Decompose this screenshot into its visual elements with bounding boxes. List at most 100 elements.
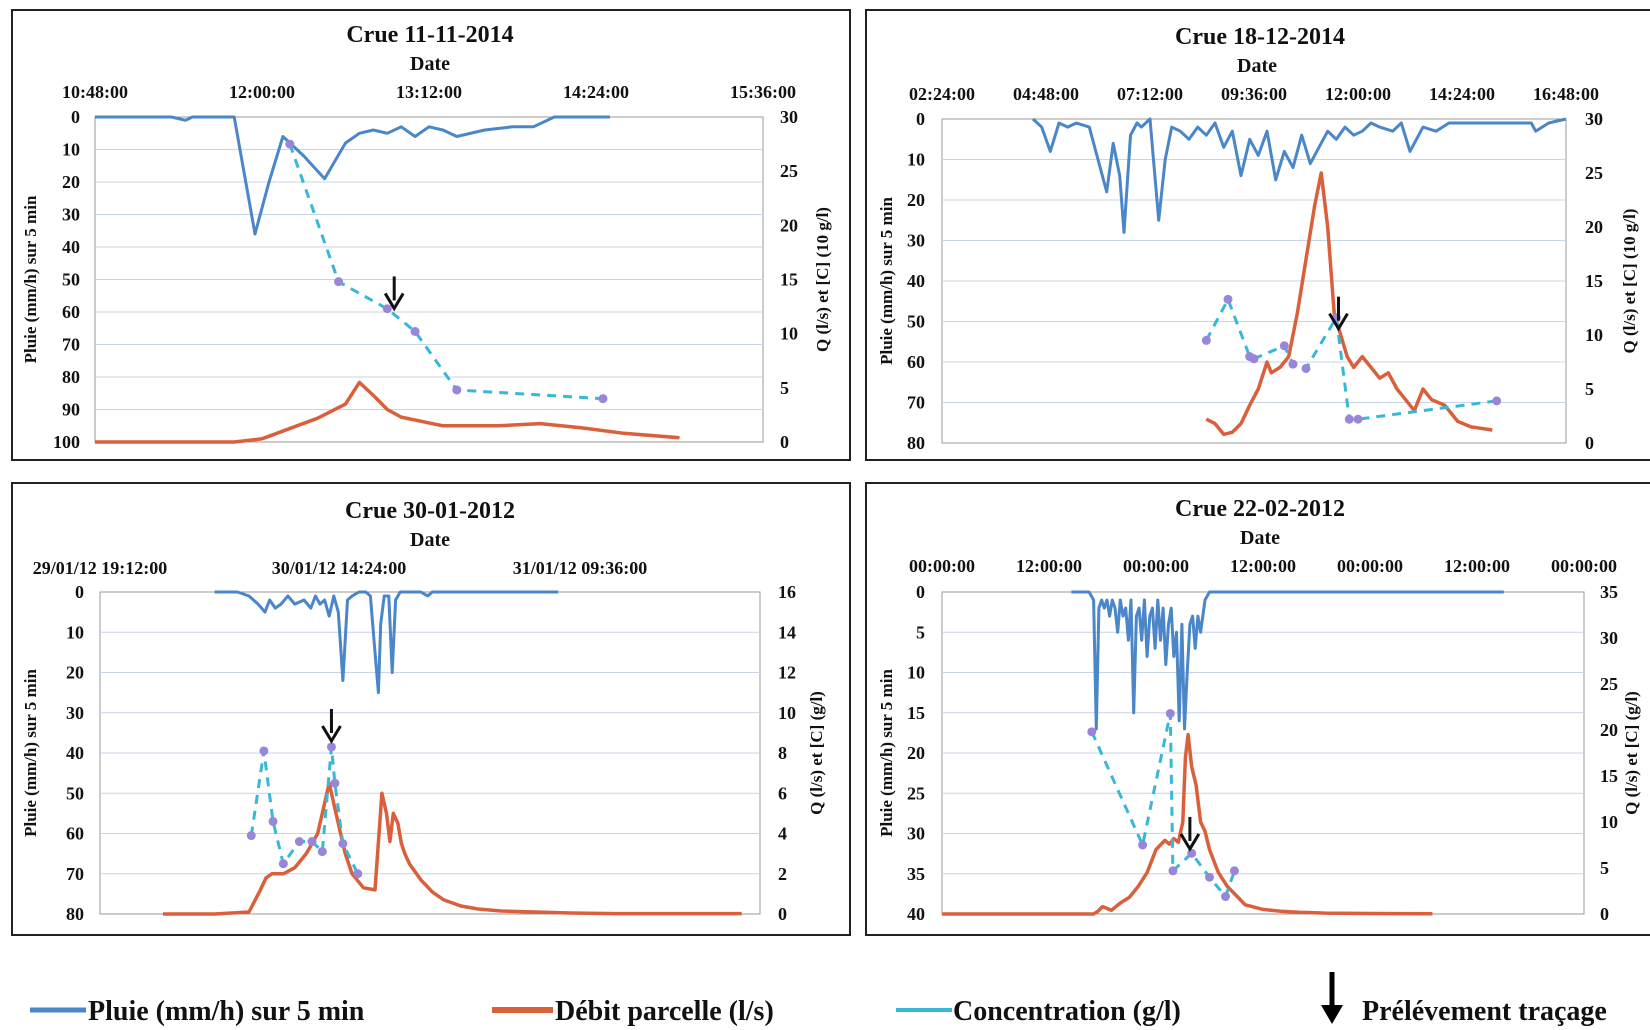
x-tick-label: 15:36:00	[730, 82, 796, 102]
legend-item-sampling: Prélévement traçage	[1321, 972, 1607, 1027]
concentration-point	[338, 839, 348, 849]
rain-series-line	[1031, 117, 1567, 234]
down-arrow-icon	[1321, 972, 1343, 1024]
y-right-tick-label: 20	[1585, 217, 1603, 237]
y-right-tick-label: 0	[1600, 904, 1609, 924]
concentration-point	[1187, 848, 1197, 858]
concentration-point	[1168, 866, 1178, 876]
y-right-tick-label: 20	[780, 215, 798, 235]
series-group	[163, 590, 742, 916]
gridlines	[942, 159, 1566, 403]
y-right-tick-label: 5	[780, 378, 789, 398]
x-axis-title: Date	[1237, 55, 1277, 77]
y-left-tick-label: 20	[907, 743, 925, 763]
right-y-tick-labels: 0 5 10 15 20 25 30	[1585, 109, 1603, 453]
y-left-tick-label: 30	[66, 703, 84, 723]
y-left-tick-label: 10	[66, 622, 84, 642]
y-left-tick-label: 0	[916, 582, 925, 602]
x-tick-label: 09:36:00	[1221, 84, 1287, 104]
y-left-tick-label: 60	[62, 302, 80, 322]
concentration-point	[317, 847, 327, 857]
y-right-tick-label: 35	[1600, 582, 1618, 602]
rain-series-line	[95, 115, 610, 236]
left-y-tick-labels: 0 5 10 15 20 25 30 35 40	[907, 582, 925, 924]
x-tick-label: 00:00:00	[1337, 556, 1403, 576]
y-left-tick-label: 40	[66, 743, 84, 763]
y-left-tick-label: 60	[907, 352, 925, 372]
x-tick-label: 12:00:00	[1230, 556, 1296, 576]
y-right-tick-label: 5	[1585, 379, 1594, 399]
x-tick-labels: 02:24:00 04:48:00 07:12:00 09:36:00 12:0…	[909, 84, 1599, 104]
y-right-tick-label: 8	[778, 743, 787, 763]
y-right-tick-label: 0	[780, 432, 789, 452]
x-tick-label: 30/01/12 14:24:00	[272, 558, 407, 578]
y-left-axis-title: Pluie (mm/h) sur 5 min	[21, 195, 40, 363]
sampling-arrow-icon	[321, 708, 342, 744]
y-left-tick-label: 50	[66, 783, 84, 803]
y-left-tick-label: 0	[71, 107, 80, 127]
y-right-tick-label: 25	[1585, 163, 1603, 183]
y-right-tick-label: 30	[780, 107, 798, 127]
x-tick-label: 29/01/12 19:12:00	[33, 558, 168, 578]
y-left-tick-label: 70	[62, 335, 80, 355]
x-axis-title: Date	[410, 53, 450, 75]
y-left-tick-label: 0	[916, 109, 925, 129]
concentration-point	[1221, 892, 1231, 902]
y-left-tick-label: 70	[907, 393, 925, 413]
concentration-point	[330, 778, 340, 788]
concentration-point	[278, 859, 288, 869]
y-left-tick-label: 10	[907, 150, 925, 170]
x-tick-label: 12:00:00	[229, 82, 295, 102]
flow-series-line	[95, 380, 680, 444]
y-left-tick-label: 20	[907, 190, 925, 210]
y-right-tick-label: 25	[1600, 674, 1618, 694]
y-right-tick-label: 15	[1600, 766, 1618, 786]
concentration-point	[452, 385, 462, 395]
y-right-tick-label: 12	[778, 663, 796, 683]
y-right-tick-label: 10	[1600, 812, 1618, 832]
y-left-tick-label: 90	[62, 400, 80, 420]
x-tick-label: 00:00:00	[1123, 556, 1189, 576]
rain-series-line	[214, 590, 559, 695]
concentration-point	[294, 837, 304, 847]
y-right-tick-label: 4	[778, 824, 787, 844]
concentration-series-line	[1090, 711, 1236, 898]
legend-label-rain: Pluie (mm/h) sur 5 min	[88, 996, 365, 1027]
y-left-tick-label: 80	[66, 904, 84, 924]
chart-panel-crue-18-12-2014: Crue 18-12-2014 Date 02:24:00 04:48:00 0…	[865, 9, 1650, 461]
concentration-point	[1353, 414, 1363, 424]
concentration-point	[246, 831, 256, 841]
y-left-tick-label: 15	[907, 703, 925, 723]
y-right-tick-label: 5	[1600, 858, 1609, 878]
concentration-point	[1344, 414, 1354, 424]
x-tick-label: 07:12:00	[1117, 84, 1183, 104]
gridlines	[95, 149, 763, 410]
legend-item-concentration: Concentration (g/l)	[896, 996, 1181, 1027]
y-left-axis-title: Pluie (mm/h) sur 5 min	[877, 669, 896, 837]
series-group	[942, 590, 1504, 916]
y-left-tick-label: 60	[66, 824, 84, 844]
y-right-tick-label: 15	[780, 270, 798, 290]
y-right-axis-title: Q (l/s) et [C] (10 g/l)	[1620, 209, 1639, 354]
concentration-point	[1165, 708, 1175, 718]
gridlines	[100, 631, 760, 875]
legend-item-rain: Pluie (mm/h) sur 5 min	[30, 996, 365, 1027]
x-tick-label: 04:48:00	[1013, 84, 1079, 104]
y-left-axis-title: Pluie (mm/h) sur 5 min	[21, 669, 40, 837]
x-tick-label: 02:24:00	[909, 84, 975, 104]
y-right-tick-label: 14	[778, 622, 796, 642]
y-right-axis-title: Q (l/s) et [C] (g/l)	[1622, 691, 1641, 815]
y-left-tick-label: 30	[62, 205, 80, 225]
concentration-series-line	[249, 745, 360, 875]
concentration-point	[598, 394, 608, 404]
concentration-point	[382, 304, 392, 314]
concentration-point	[1229, 866, 1239, 876]
y-right-tick-label: 15	[1585, 271, 1603, 291]
y-right-tick-label: 30	[1600, 628, 1618, 648]
chart-panel-crue-22-02-2012: Crue 22-02-2012 Date 00:00:00 12:00:00 0…	[865, 482, 1650, 936]
right-y-tick-labels: 0 5 10 15 20 25 30	[780, 107, 798, 452]
x-tick-label: 31/01/12 09:36:00	[513, 558, 648, 578]
concentration-point	[1301, 363, 1311, 373]
x-tick-labels: 10:48:00 12:00:00 13:12:00 14:24:00 15:3…	[62, 82, 796, 102]
y-left-tick-label: 30	[907, 231, 925, 251]
